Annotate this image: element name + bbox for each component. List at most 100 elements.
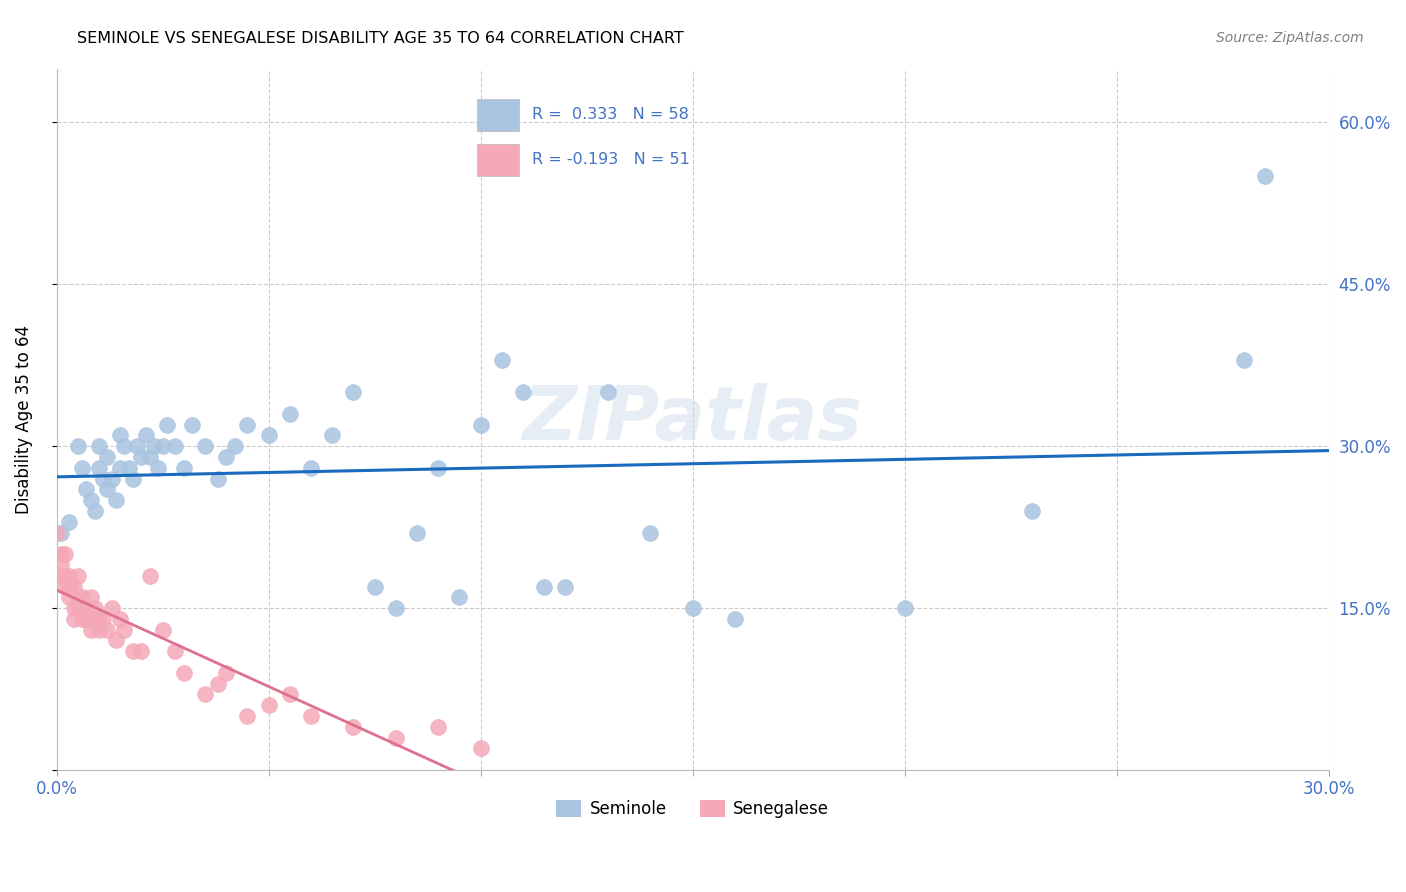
Point bbox=[79, 493, 101, 508]
Point bbox=[257, 428, 280, 442]
Point bbox=[596, 385, 619, 400]
Point bbox=[152, 623, 174, 637]
Point bbox=[215, 450, 238, 464]
Point bbox=[49, 568, 72, 582]
Point bbox=[70, 612, 93, 626]
Point bbox=[70, 591, 93, 605]
Text: SEMINOLE VS SENEGALESE DISABILITY AGE 35 TO 64 CORRELATION CHART: SEMINOLE VS SENEGALESE DISABILITY AGE 35… bbox=[77, 31, 685, 46]
Point bbox=[66, 568, 89, 582]
Point bbox=[533, 580, 555, 594]
Point bbox=[236, 417, 259, 432]
Point bbox=[110, 612, 132, 626]
Point bbox=[87, 623, 110, 637]
Text: Source: ZipAtlas.com: Source: ZipAtlas.com bbox=[1216, 31, 1364, 45]
Point bbox=[114, 439, 136, 453]
Point bbox=[299, 460, 322, 475]
Point bbox=[427, 720, 450, 734]
Point bbox=[53, 547, 76, 561]
Point bbox=[100, 601, 122, 615]
Point bbox=[1254, 169, 1277, 184]
Point bbox=[83, 601, 105, 615]
Point bbox=[385, 731, 408, 745]
Point bbox=[53, 580, 76, 594]
Point bbox=[152, 439, 174, 453]
Point bbox=[385, 601, 408, 615]
Point bbox=[104, 493, 127, 508]
Point bbox=[70, 601, 93, 615]
Point bbox=[165, 644, 187, 658]
Point bbox=[91, 612, 114, 626]
Point bbox=[207, 676, 229, 690]
Point bbox=[127, 439, 149, 453]
Point bbox=[49, 558, 72, 572]
Point bbox=[135, 428, 157, 442]
Point bbox=[79, 623, 101, 637]
Point bbox=[512, 385, 534, 400]
Point bbox=[79, 591, 101, 605]
Point bbox=[131, 450, 153, 464]
Point bbox=[156, 417, 179, 432]
Point bbox=[165, 439, 187, 453]
Point bbox=[893, 601, 915, 615]
Point bbox=[224, 439, 246, 453]
Point bbox=[62, 601, 84, 615]
Point bbox=[257, 698, 280, 713]
Point bbox=[278, 688, 301, 702]
Point bbox=[70, 460, 93, 475]
Point bbox=[83, 612, 105, 626]
Point bbox=[58, 580, 80, 594]
Point bbox=[91, 472, 114, 486]
Point bbox=[470, 417, 492, 432]
Point bbox=[83, 504, 105, 518]
Point bbox=[62, 612, 84, 626]
Point bbox=[66, 601, 89, 615]
Point bbox=[363, 580, 385, 594]
Point bbox=[173, 460, 195, 475]
Point bbox=[406, 525, 429, 540]
Point bbox=[66, 591, 89, 605]
Point bbox=[58, 515, 80, 529]
Point bbox=[62, 580, 84, 594]
Point bbox=[131, 644, 153, 658]
Text: ZIPatlas: ZIPatlas bbox=[523, 383, 863, 456]
Point bbox=[724, 612, 747, 626]
Point bbox=[554, 580, 576, 594]
Point bbox=[1021, 504, 1043, 518]
Point bbox=[194, 439, 217, 453]
Point bbox=[236, 709, 259, 723]
Point bbox=[342, 385, 364, 400]
Point bbox=[215, 665, 238, 680]
Point bbox=[114, 623, 136, 637]
Point bbox=[87, 612, 110, 626]
Point bbox=[53, 568, 76, 582]
Point bbox=[143, 439, 166, 453]
Point bbox=[75, 483, 97, 497]
Point bbox=[181, 417, 204, 432]
Point bbox=[100, 472, 122, 486]
Point bbox=[96, 623, 118, 637]
Point bbox=[278, 407, 301, 421]
Point bbox=[96, 483, 118, 497]
Point bbox=[49, 547, 72, 561]
Point bbox=[449, 591, 471, 605]
Point bbox=[104, 633, 127, 648]
Point bbox=[96, 450, 118, 464]
Point bbox=[148, 460, 170, 475]
Point bbox=[173, 665, 195, 680]
Point bbox=[682, 601, 704, 615]
Point bbox=[427, 460, 450, 475]
Point bbox=[1233, 352, 1256, 367]
Point bbox=[139, 568, 162, 582]
Point bbox=[75, 601, 97, 615]
Point bbox=[75, 612, 97, 626]
Point bbox=[122, 644, 145, 658]
Point bbox=[299, 709, 322, 723]
Point bbox=[87, 460, 110, 475]
Y-axis label: Disability Age 35 to 64: Disability Age 35 to 64 bbox=[15, 325, 32, 514]
Point bbox=[110, 460, 132, 475]
Point bbox=[122, 472, 145, 486]
Point bbox=[491, 352, 513, 367]
Legend: Seminole, Senegalese: Seminole, Senegalese bbox=[550, 793, 837, 825]
Point bbox=[45, 525, 67, 540]
Point bbox=[118, 460, 141, 475]
